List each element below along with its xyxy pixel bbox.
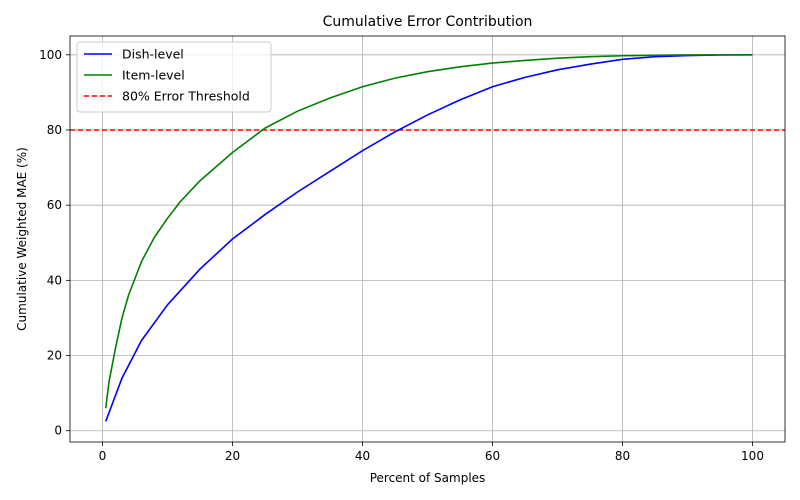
y-tick-label: 20 (47, 349, 62, 363)
x-tick-label: 0 (99, 449, 107, 463)
y-tick-label: 100 (39, 48, 62, 62)
plot-frame (69, 35, 786, 443)
x-axis-ticks: 0 20 40 60 80 100 (99, 442, 764, 463)
legend: Dish-level Item-level 80% Error Threshol… (76, 41, 272, 113)
series-line-dish-level (105, 54, 753, 422)
x-tick-label: 40 (355, 449, 370, 463)
y-tick-label: 40 (47, 273, 62, 287)
chart-title: Cumulative Error Contribution (323, 14, 533, 30)
x-tick-label: 80 (615, 449, 630, 463)
y-tick-label: 60 (47, 198, 62, 212)
x-axis-title: Percent of Samples (370, 471, 486, 485)
series-lines (104, 54, 753, 422)
y-axis-ticks: 0 20 40 60 80 100 (39, 48, 70, 438)
y-tick-label: 0 (54, 424, 62, 438)
y-axis-title: Cumulative Weighted MAE (%) (15, 147, 29, 331)
legend-label-threshold: 80% Error Threshold (122, 89, 250, 104)
y-tick-label: 80 (47, 123, 62, 137)
x-tick-label: 60 (485, 449, 500, 463)
legend-label-item-level: Item-level (122, 68, 185, 83)
series-line-item-level (104, 54, 753, 409)
x-tick-label: 100 (741, 449, 764, 463)
x-tick-label: 20 (225, 449, 240, 463)
legend-label-dish-level: Dish-level (122, 47, 184, 62)
legend-box (76, 41, 272, 113)
